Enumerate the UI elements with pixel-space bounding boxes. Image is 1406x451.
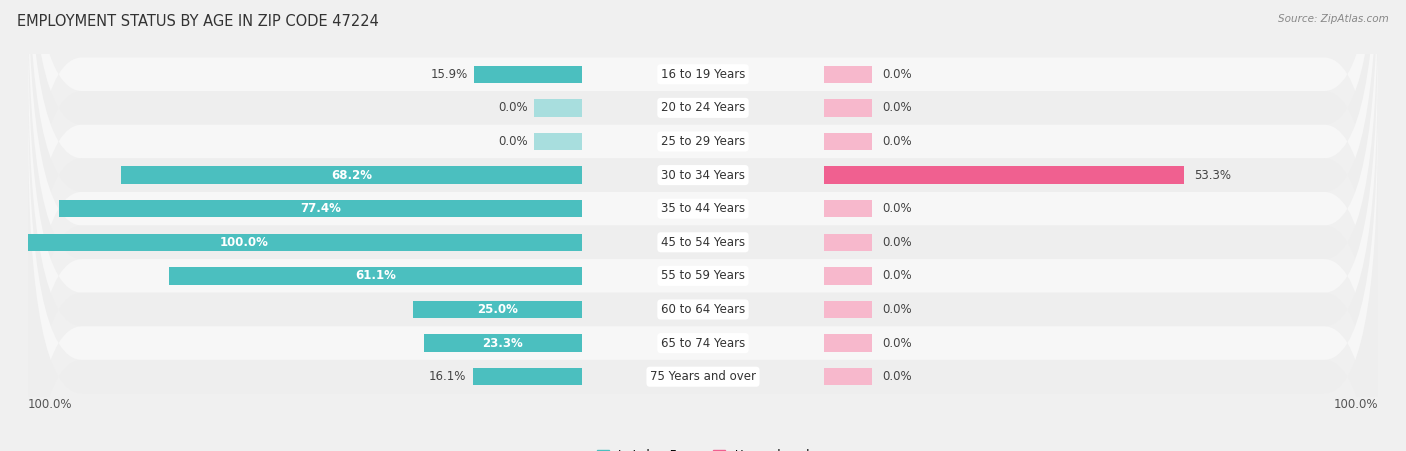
Text: 75 Years and over: 75 Years and over [650, 370, 756, 383]
FancyBboxPatch shape [28, 0, 1378, 427]
Text: 30 to 34 Years: 30 to 34 Years [661, 169, 745, 182]
Bar [0, 234, 582, 251]
Bar [474, 65, 582, 83]
FancyBboxPatch shape [28, 0, 1378, 451]
FancyBboxPatch shape [28, 57, 1378, 451]
Bar [472, 368, 582, 386]
Text: 0.0%: 0.0% [882, 68, 911, 81]
Legend: In Labor Force, Unemployed: In Labor Force, Unemployed [592, 444, 814, 451]
Bar [824, 200, 872, 217]
Text: 0.0%: 0.0% [882, 135, 911, 148]
Text: 16 to 19 Years: 16 to 19 Years [661, 68, 745, 81]
Text: 0.0%: 0.0% [498, 101, 527, 115]
Bar [824, 166, 1184, 184]
Text: 60 to 64 Years: 60 to 64 Years [661, 303, 745, 316]
Bar [824, 234, 872, 251]
Bar [824, 99, 872, 117]
Text: 100.0%: 100.0% [1333, 397, 1378, 410]
Bar [824, 267, 872, 285]
FancyBboxPatch shape [28, 24, 1378, 451]
Text: EMPLOYMENT STATUS BY AGE IN ZIP CODE 47224: EMPLOYMENT STATUS BY AGE IN ZIP CODE 472… [17, 14, 378, 28]
Text: 68.2%: 68.2% [330, 169, 373, 182]
Text: 77.4%: 77.4% [299, 202, 340, 215]
Text: 65 to 74 Years: 65 to 74 Years [661, 336, 745, 350]
Text: 35 to 44 Years: 35 to 44 Years [661, 202, 745, 215]
FancyBboxPatch shape [28, 124, 1378, 451]
Text: 45 to 54 Years: 45 to 54 Years [661, 236, 745, 249]
Text: 0.0%: 0.0% [882, 370, 911, 383]
Text: 23.3%: 23.3% [482, 336, 523, 350]
FancyBboxPatch shape [28, 0, 1378, 394]
Text: 0.0%: 0.0% [882, 202, 911, 215]
Text: 61.1%: 61.1% [354, 269, 395, 282]
Bar [824, 65, 872, 83]
Text: 0.0%: 0.0% [882, 101, 911, 115]
Text: 100.0%: 100.0% [219, 236, 269, 249]
FancyBboxPatch shape [28, 0, 1378, 451]
Bar [824, 368, 872, 386]
Text: 53.3%: 53.3% [1194, 169, 1232, 182]
Text: Source: ZipAtlas.com: Source: ZipAtlas.com [1278, 14, 1389, 23]
Text: 0.0%: 0.0% [882, 336, 911, 350]
Text: 0.0%: 0.0% [882, 269, 911, 282]
Bar [534, 133, 582, 150]
Bar [824, 133, 872, 150]
Text: 0.0%: 0.0% [882, 303, 911, 316]
Text: 25.0%: 25.0% [477, 303, 517, 316]
Text: 100.0%: 100.0% [28, 397, 73, 410]
FancyBboxPatch shape [28, 0, 1378, 360]
Bar [413, 301, 582, 318]
Bar [121, 166, 582, 184]
Text: 55 to 59 Years: 55 to 59 Years [661, 269, 745, 282]
Text: 16.1%: 16.1% [429, 370, 467, 383]
Bar [824, 301, 872, 318]
Bar [824, 334, 872, 352]
FancyBboxPatch shape [28, 0, 1378, 327]
Text: 20 to 24 Years: 20 to 24 Years [661, 101, 745, 115]
Bar [425, 334, 582, 352]
Bar [534, 99, 582, 117]
Text: 0.0%: 0.0% [498, 135, 527, 148]
FancyBboxPatch shape [28, 91, 1378, 451]
Text: 0.0%: 0.0% [882, 236, 911, 249]
Text: 15.9%: 15.9% [430, 68, 467, 81]
Bar [59, 200, 582, 217]
Text: 25 to 29 Years: 25 to 29 Years [661, 135, 745, 148]
Bar [169, 267, 582, 285]
